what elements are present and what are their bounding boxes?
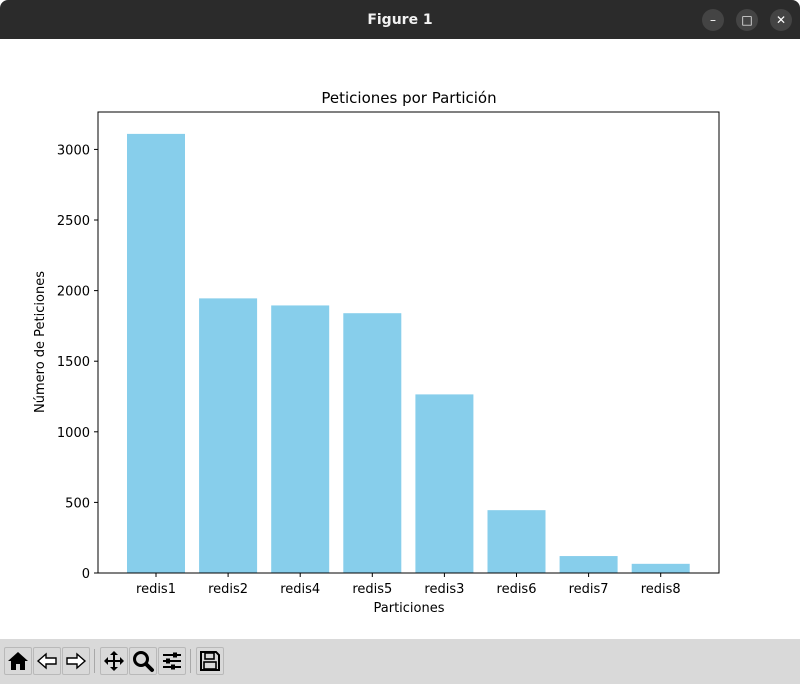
zoom-button[interactable] xyxy=(129,647,157,675)
bar-redis8 xyxy=(631,563,690,573)
figure-canvas: Peticiones por Partición redis1 redis2 red… xyxy=(0,39,800,639)
bar-redis6 xyxy=(487,510,546,573)
save-button[interactable] xyxy=(196,647,224,675)
floppy-disk-icon xyxy=(200,651,220,671)
x-tick-label: redis4 xyxy=(280,582,320,597)
y-tick-label: 1000 xyxy=(57,426,90,441)
back-button[interactable] xyxy=(33,647,61,675)
arrow-right-icon xyxy=(66,652,87,670)
y-tick-label: 0 xyxy=(82,567,90,582)
bar-redis2 xyxy=(199,298,258,573)
maximize-button[interactable]: □ xyxy=(736,9,758,31)
x-tick-label: redis3 xyxy=(424,582,464,597)
y-tick-label: 2500 xyxy=(57,214,90,229)
arrow-left-icon xyxy=(36,652,57,670)
x-tick-label: redis2 xyxy=(208,582,248,597)
minimize-button[interactable]: – xyxy=(702,9,724,31)
bar-redis1 xyxy=(127,133,185,574)
home-button[interactable] xyxy=(4,647,32,675)
move-icon xyxy=(104,651,124,671)
bar-redis5 xyxy=(343,313,402,573)
x-tick-label: redis5 xyxy=(352,582,392,597)
home-icon xyxy=(8,652,28,670)
chart-title: Peticiones por Partición xyxy=(321,89,496,107)
toolbar-separator xyxy=(94,649,95,673)
y-tick-label: 2000 xyxy=(57,285,90,300)
y-tick-label: 1500 xyxy=(57,355,90,370)
x-tick-label: redis1 xyxy=(136,582,176,597)
bar-chart: Peticiones por Partición redis1 redis2 red… xyxy=(33,89,720,616)
x-tick-label: redis7 xyxy=(569,582,609,597)
y-tick-label: 500 xyxy=(65,496,90,511)
x-tick-label: redis8 xyxy=(641,582,681,597)
x-axis-label: Particiones xyxy=(374,601,445,616)
pan-button[interactable] xyxy=(100,647,128,675)
navigation-toolbar xyxy=(0,639,800,684)
close-button[interactable]: ✕ xyxy=(770,9,792,31)
configure-subplots-button[interactable] xyxy=(158,647,186,675)
bar-redis7 xyxy=(559,556,618,573)
toolbar-separator xyxy=(190,649,191,673)
x-tick-label: redis6 xyxy=(497,582,537,597)
y-tick-label: 3000 xyxy=(57,143,90,158)
bar-redis4 xyxy=(271,305,330,573)
window-titlebar: Figure 1 – □ ✕ xyxy=(0,0,800,39)
forward-button[interactable] xyxy=(62,647,90,675)
y-axis-label: Número de Peticiones xyxy=(33,271,48,413)
axes-frame xyxy=(97,111,720,574)
bar-redis3 xyxy=(415,394,474,573)
magnifier-icon xyxy=(133,651,154,672)
window-title: Figure 1 xyxy=(367,12,433,28)
sliders-icon xyxy=(163,652,181,670)
